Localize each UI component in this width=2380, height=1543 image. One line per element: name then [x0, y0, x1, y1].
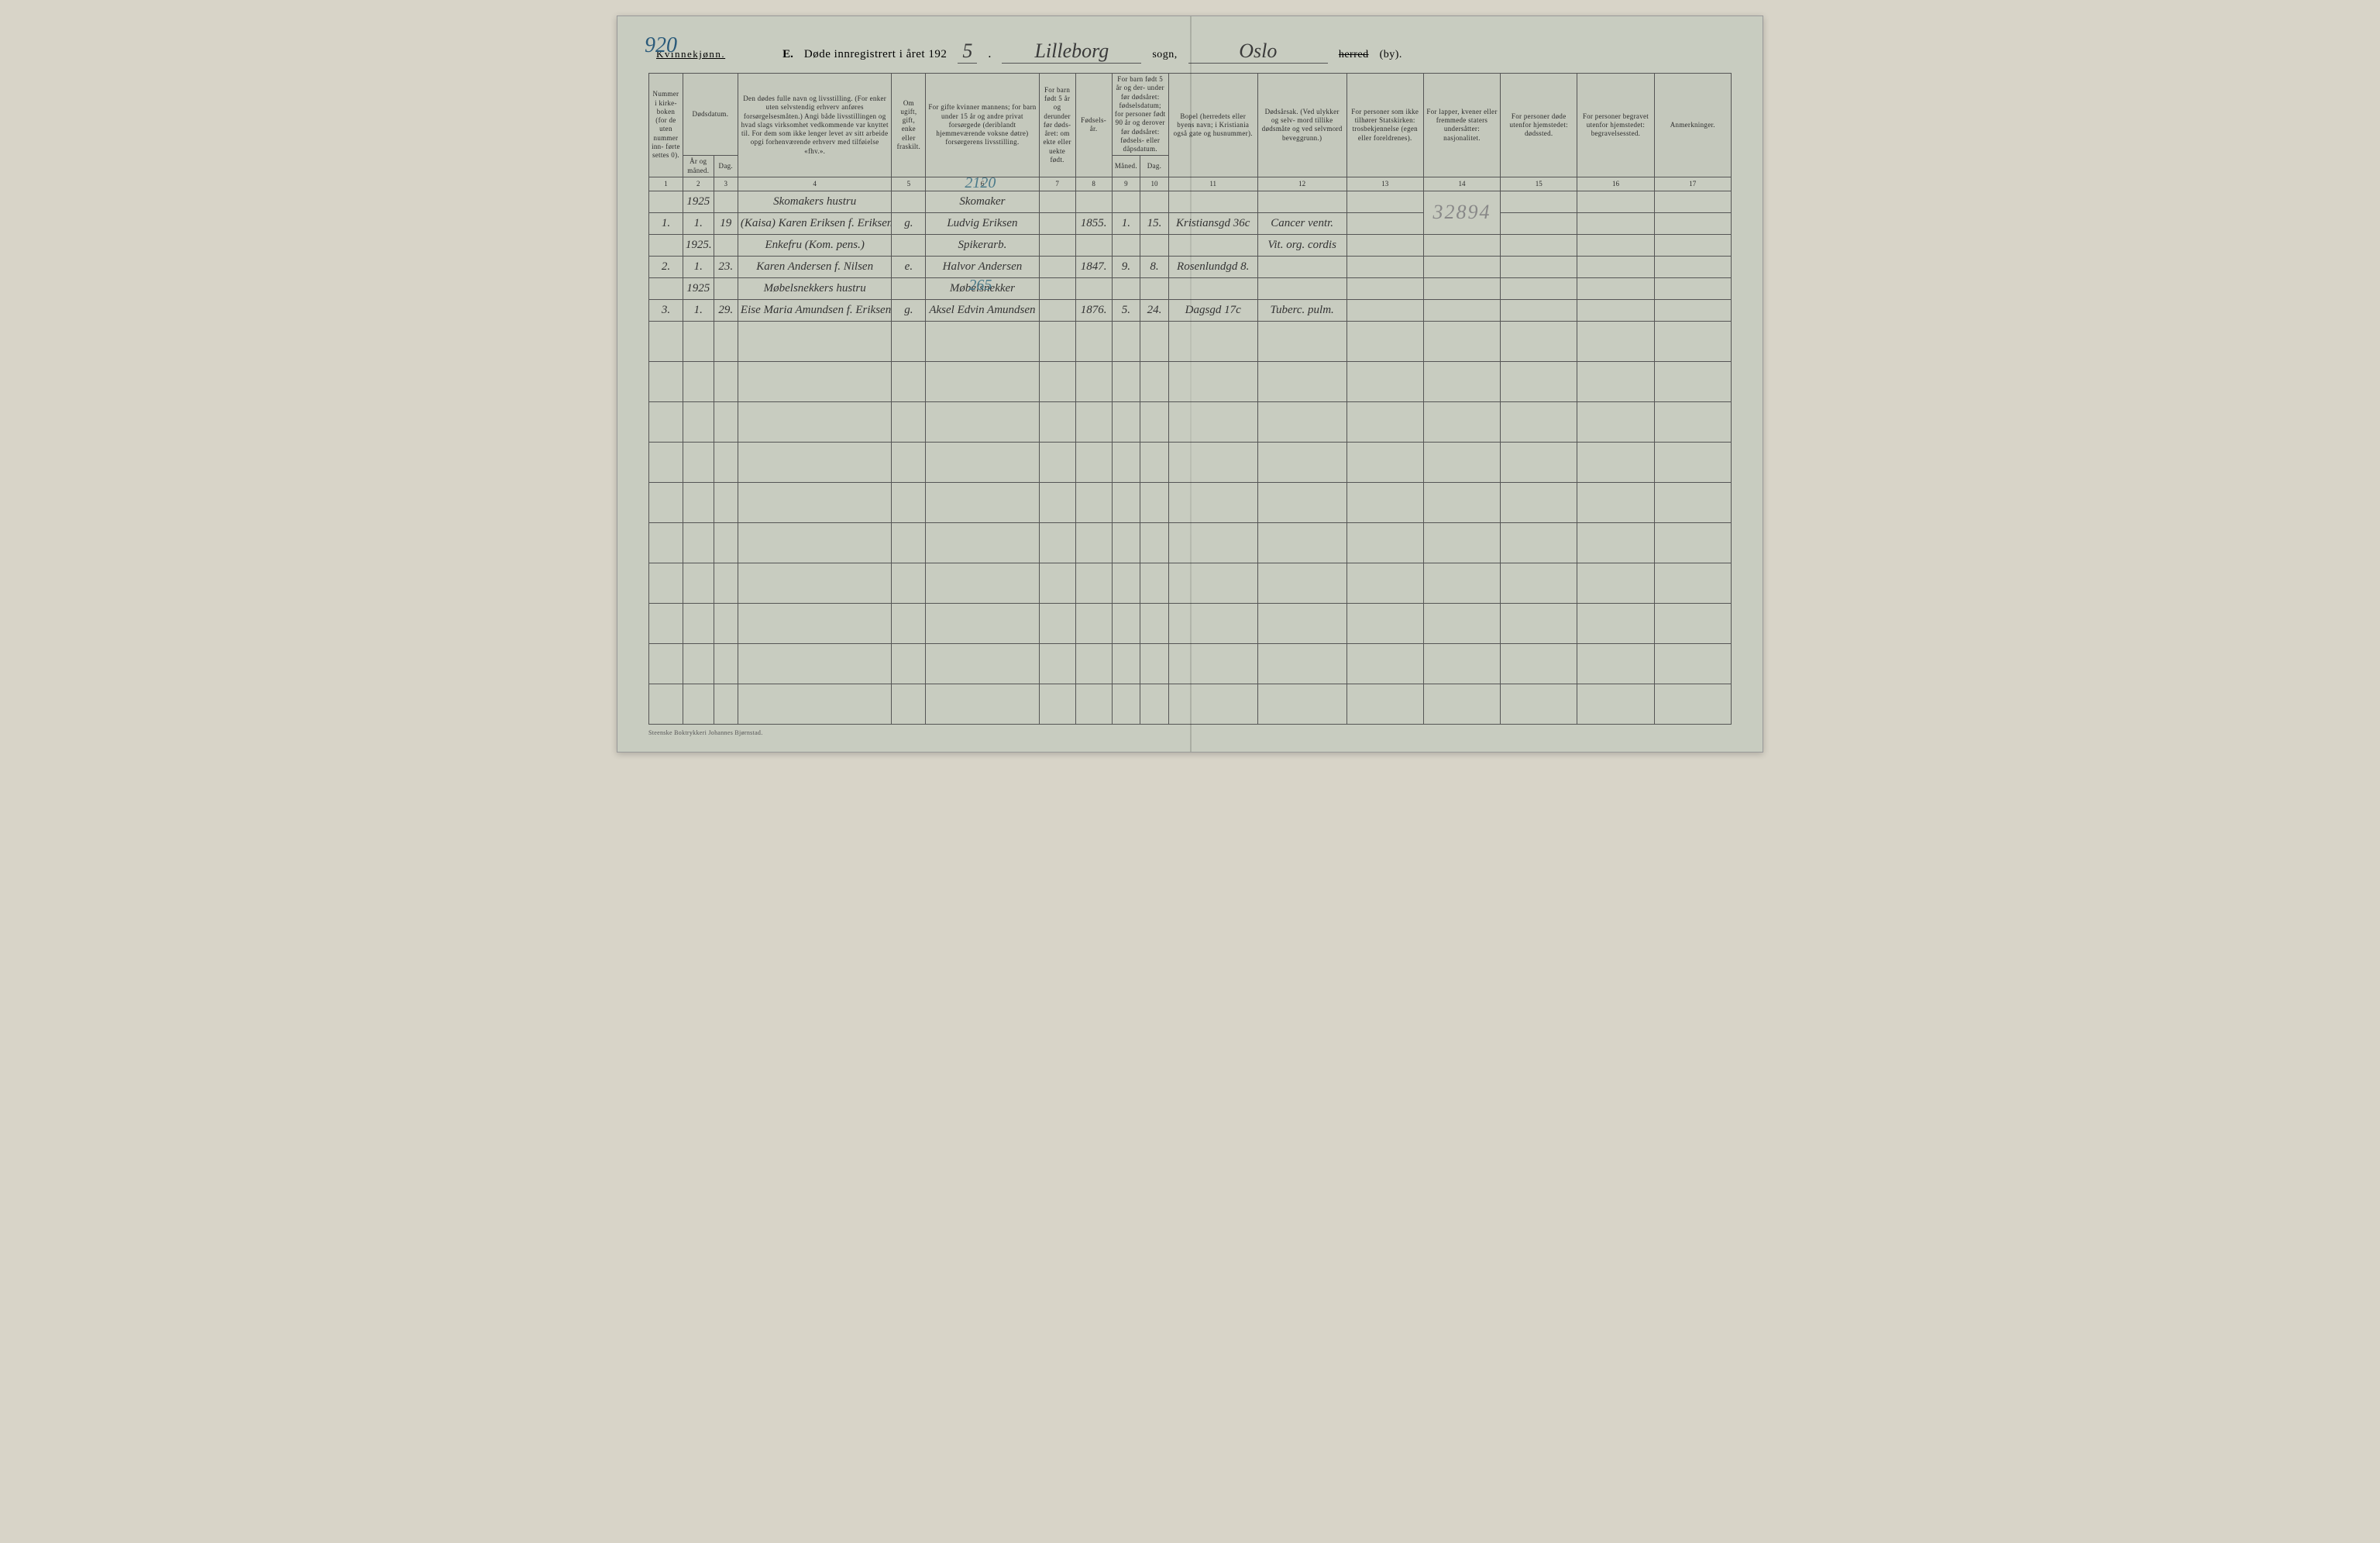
- header-row: Kvinnekjønn. E. Døde innregistrert i åre…: [648, 40, 1732, 64]
- title-main: Døde innregistrert i året 192: [804, 48, 947, 61]
- colnum: 9: [1112, 177, 1140, 191]
- col-header: Nummer i kirke- boken (for de uten numme…: [649, 74, 683, 177]
- entry-main-row: 2. 1. 23. Karen Andersen f. Nilsen e. Ha…: [649, 256, 1732, 277]
- colnum: 10: [1140, 177, 1169, 191]
- city-name: Oslo: [1188, 40, 1328, 64]
- entry-main-row: 1. 1. 19 (Kaisa) Karen Eriksen f. Erikse…: [649, 212, 1732, 234]
- col-header: Dødsårsak. (Ved ulykker og selv- mord ti…: [1257, 74, 1346, 177]
- blank-row: [649, 522, 1732, 563]
- pencil-number: 32894: [1432, 201, 1491, 223]
- blank-row: [649, 603, 1732, 643]
- col-header: Anmerkninger.: [1654, 74, 1731, 177]
- col-header: For lapper, kvener eller fremmede stater…: [1423, 74, 1500, 177]
- blank-row: [649, 442, 1732, 482]
- col-subheader: Dag.: [1140, 156, 1169, 177]
- colnum: 15: [1501, 177, 1577, 191]
- col-header: Om ugift, gift, enke eller fraskilt.: [892, 74, 926, 177]
- entry-occupation-row: 1925 Skomakers hustru Skomaker 32894: [649, 191, 1732, 212]
- colnum: 8: [1075, 177, 1112, 191]
- col-header: For personer som ikke tilhører Statskirk…: [1346, 74, 1423, 177]
- colnum: 2: [683, 177, 714, 191]
- colnum: 12: [1257, 177, 1346, 191]
- col-header: Dødsdatum.: [683, 74, 738, 156]
- col-subheader: Dag.: [714, 156, 738, 177]
- column-number-row: 1 2 3 4 5 6 2120 7 8 9 10 11 12 13 14 15…: [649, 177, 1732, 191]
- col-header: Fødsels- år.: [1075, 74, 1112, 177]
- year-digit: 5: [958, 40, 977, 64]
- table-header: Nummer i kirke- boken (for de uten numme…: [649, 74, 1732, 191]
- col-header: Den dødes fulle navn og livsstilling. (F…: [738, 74, 892, 177]
- colnum: 13: [1346, 177, 1423, 191]
- col-header: For barn født 5 år og der- under før død…: [1112, 74, 1168, 156]
- colnum: 1: [649, 177, 683, 191]
- colnum: 6 2120: [926, 177, 1039, 191]
- title-letter: E.: [782, 48, 793, 61]
- colnum: 16: [1577, 177, 1654, 191]
- entry-occupation-row: 1925. Enkefru (Kom. pens.) Spikerarb. Vi…: [649, 234, 1732, 256]
- entry-main-row: 3. 1. 29. Eise Maria Amundsen f. Eriksen…: [649, 299, 1732, 321]
- sogn-label: sogn,: [1152, 49, 1177, 61]
- herred-label: herred: [1339, 49, 1369, 61]
- colnum: 11: [1168, 177, 1257, 191]
- by-label: (by).: [1380, 49, 1402, 61]
- blank-row: [649, 482, 1732, 522]
- col-header: For personer døde utenfor hjemstedet: dø…: [1501, 74, 1577, 177]
- blank-row: [649, 684, 1732, 724]
- colnum: 17: [1654, 177, 1731, 191]
- colnum: 4: [738, 177, 892, 191]
- col-header: For personer begravet utenfor hjemstedet…: [1577, 74, 1654, 177]
- colnum: 7: [1039, 177, 1075, 191]
- col-subheader: Måned.: [1112, 156, 1140, 177]
- col-subheader: År og måned.: [683, 156, 714, 177]
- ledger-table: Nummer i kirke- boken (for de uten numme…: [648, 73, 1732, 725]
- colnum: 5: [892, 177, 926, 191]
- printer-footer: Steenske Boktrykkeri Johannes Bjørnstad.: [648, 729, 1732, 736]
- blank-row: [649, 563, 1732, 603]
- entry-occupation-row: 1925 Møbelsnekkers hustru Møbelsnekker 2…: [649, 277, 1732, 299]
- colnum: 3: [714, 177, 738, 191]
- blank-row: [649, 401, 1732, 442]
- blank-row: [649, 361, 1732, 401]
- blank-row: [649, 321, 1732, 361]
- parish-name: Lilleborg: [1002, 40, 1141, 64]
- col-header: For barn født 5 år og derunder før døds-…: [1039, 74, 1075, 177]
- blank-row: [649, 643, 1732, 684]
- col-header: For gifte kvinner mannens; for barn unde…: [926, 74, 1039, 177]
- ledger-page: 920 Kvinnekjønn. E. Døde innregistrert i…: [617, 15, 1763, 753]
- col-header: Bopel (herredets eller byens navn; i Kri…: [1168, 74, 1257, 177]
- colnum: 14: [1423, 177, 1500, 191]
- page-number-handwritten: 920: [645, 33, 677, 58]
- table-body: 1925 Skomakers hustru Skomaker 32894 1. …: [649, 191, 1732, 724]
